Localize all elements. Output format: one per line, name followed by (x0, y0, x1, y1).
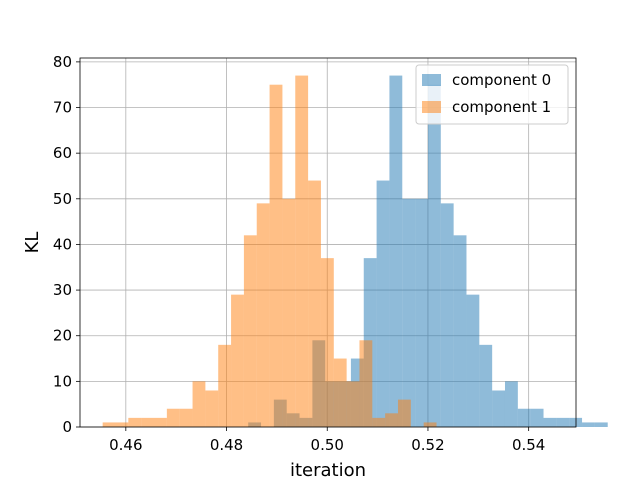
histogram-bar-series-1 (295, 75, 309, 428)
histogram-bar-series-0 (492, 390, 505, 427)
y-tick-label: 10 (53, 372, 72, 390)
legend-box (415, 64, 569, 125)
histogram-bar-series-1 (115, 422, 129, 427)
histogram-bar-series-1 (397, 399, 411, 427)
grid (80, 58, 576, 428)
histogram-bar-series-0 (543, 417, 557, 427)
histogram-bar-series-0 (402, 198, 416, 427)
legend-label: component 1 (452, 98, 551, 116)
histogram-bar-series-1 (256, 203, 270, 427)
histogram-bar-series-1 (102, 422, 116, 427)
y-tick-label: 60 (53, 144, 72, 162)
histogram-bar-series-1 (333, 358, 347, 427)
histogram-bar-series-0 (440, 203, 454, 427)
legend-label: component 0 (452, 71, 551, 89)
histogram-bar-series-0 (415, 198, 428, 427)
y-tick-label: 30 (53, 281, 72, 299)
histogram-bar-series-0 (556, 417, 570, 427)
x-tick-label: 0.54 (512, 436, 545, 454)
histogram-bar-series-1 (269, 84, 283, 428)
histogram-bar-series-1 (359, 340, 373, 427)
y-tick-label: 70 (53, 99, 72, 117)
legend: component 0 component 1 (415, 64, 569, 125)
ticks: 0.46 0.48 0.50 0.52 0.54 0 10 20 30 40 50 60 70 80 (53, 53, 545, 454)
histogram-bar-series-1 (205, 390, 219, 427)
histogram-bar-series-1 (231, 294, 244, 427)
x-tick-label: 0.48 (210, 436, 243, 454)
bars (102, 75, 608, 428)
histogram-bar-series-1 (141, 417, 155, 427)
histogram-bar-series-1 (243, 235, 257, 427)
y-tick-label: 80 (53, 53, 72, 71)
histogram-bar-series-1 (128, 417, 142, 427)
plot-frame (79, 57, 577, 428)
y-axis-label: KL (22, 232, 43, 254)
histogram-bar-series-0 (389, 75, 403, 428)
y-tick-label: 20 (53, 327, 72, 345)
histogram-bar-series-1 (346, 381, 360, 427)
histogram-bar-series-0 (427, 84, 441, 428)
y-tick-label: 0 (62, 418, 72, 436)
histogram-bar-series-1 (385, 413, 398, 427)
histogram-bar-series-1 (372, 417, 386, 427)
histogram-bar-series-0 (594, 422, 608, 427)
histogram-bar-series-0 (504, 381, 518, 427)
histogram-bar-series-0 (530, 408, 544, 427)
y-tick-label: 50 (53, 190, 72, 208)
histogram-bar-series-1 (218, 344, 232, 427)
y-tick-label: 40 (53, 235, 72, 253)
histogram-bar-series-1 (179, 408, 193, 427)
histogram-bar-series-1 (308, 180, 321, 427)
histogram-bar-series-1 (192, 381, 206, 427)
histogram-bar-series-0 (453, 235, 467, 427)
histogram-bar-series-0 (466, 294, 480, 427)
histogram-bar-series-0 (582, 422, 595, 427)
x-tick-label: 0.46 (109, 436, 142, 454)
histogram-bar-series-1 (282, 198, 296, 427)
histogram-bar-series-1 (166, 408, 180, 427)
x-axis-label: iteration (290, 460, 366, 480)
x-tick-label: 0.50 (311, 436, 344, 454)
legend-swatch (422, 101, 441, 113)
x-tick-label: 0.52 (411, 436, 444, 454)
histogram-bar-series-0 (517, 408, 531, 427)
histogram-bar-series-1 (320, 258, 334, 427)
histogram-bar-series-1 (154, 417, 167, 427)
histogram-bar-series-0 (479, 344, 493, 427)
legend-swatch (422, 74, 441, 86)
histogram-bar-series-0 (376, 180, 390, 427)
histogram-bar-series-1 (423, 422, 437, 427)
